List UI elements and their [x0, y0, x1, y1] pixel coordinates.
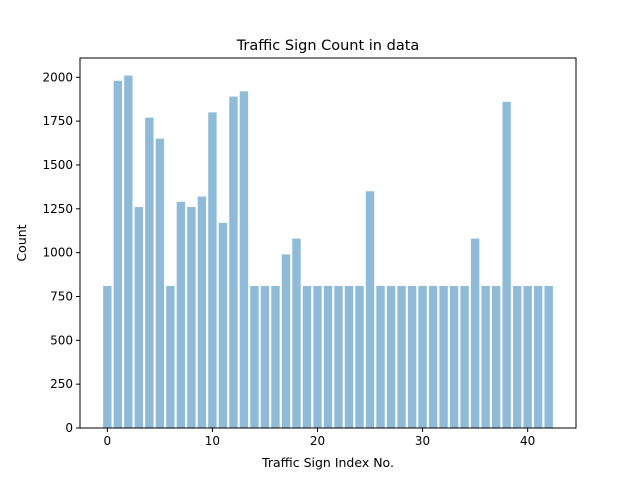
bar-14	[250, 285, 259, 428]
bars-group	[103, 75, 553, 429]
bar-9	[197, 196, 207, 428]
bar-6	[166, 285, 175, 428]
bar-8	[187, 207, 196, 428]
x-axis-label: Traffic Sign Index No.	[261, 455, 394, 470]
bar-39	[512, 285, 522, 428]
x-axis-ticks: 0 10 20 30 40	[104, 428, 535, 448]
bar-3	[134, 207, 144, 428]
x-tick-label: 40	[520, 434, 535, 448]
bar-2	[124, 75, 133, 428]
bar-7	[176, 201, 186, 428]
bar-30	[418, 285, 427, 428]
bar-19	[302, 285, 312, 428]
bar-37	[491, 285, 501, 428]
chart-title: Traffic Sign Count in data	[236, 38, 420, 54]
bar-18	[292, 238, 301, 428]
y-tick-label: 2000	[42, 70, 73, 84]
bar-28	[397, 285, 406, 428]
y-tick-label: 500	[50, 333, 73, 347]
bar-25	[365, 191, 375, 428]
bar-1	[113, 80, 123, 429]
y-tick-label: 1750	[42, 114, 73, 128]
bar-22	[334, 285, 343, 428]
bar-35	[470, 238, 480, 428]
y-axis-ticks: 0 250 500 750 1000 1250 1500 1750 2000	[42, 70, 80, 435]
bar-33	[449, 285, 459, 428]
y-tick-label: 1250	[42, 202, 73, 216]
bar-34	[460, 285, 469, 428]
y-tick-label: 250	[50, 377, 73, 391]
bar-23	[344, 285, 354, 428]
bar-32	[439, 285, 448, 428]
bar-27	[386, 285, 396, 428]
bar-0	[103, 285, 112, 428]
bar-21	[323, 285, 333, 428]
bar-15	[260, 285, 270, 428]
bar-13	[239, 91, 249, 428]
bar-31	[428, 285, 438, 428]
bar-4	[145, 117, 154, 428]
bar-10	[208, 112, 217, 428]
bar-17	[281, 254, 291, 428]
y-tick-label: 750	[50, 289, 73, 303]
bar-16	[271, 285, 280, 428]
x-tick-label: 30	[415, 434, 430, 448]
y-tick-label: 0	[65, 421, 73, 435]
x-tick-label: 0	[104, 434, 112, 448]
bar-26	[376, 285, 385, 428]
bar-20	[313, 285, 322, 428]
bar-41	[533, 285, 543, 428]
bar-24	[355, 285, 364, 428]
x-tick-label: 20	[310, 434, 325, 448]
plot-frame	[79, 57, 577, 429]
bar-29	[407, 285, 417, 428]
y-tick-label: 1000	[42, 246, 73, 260]
bar-36	[481, 285, 490, 428]
x-tick-label: 10	[205, 434, 220, 448]
bar-5	[155, 138, 165, 428]
bar-38	[502, 101, 511, 428]
bar-11	[218, 222, 228, 428]
y-axis-label: Count	[14, 224, 29, 261]
bar-42	[544, 285, 553, 428]
bar-12	[229, 96, 238, 429]
bar-40	[523, 285, 532, 428]
y-tick-label: 1500	[42, 158, 73, 172]
